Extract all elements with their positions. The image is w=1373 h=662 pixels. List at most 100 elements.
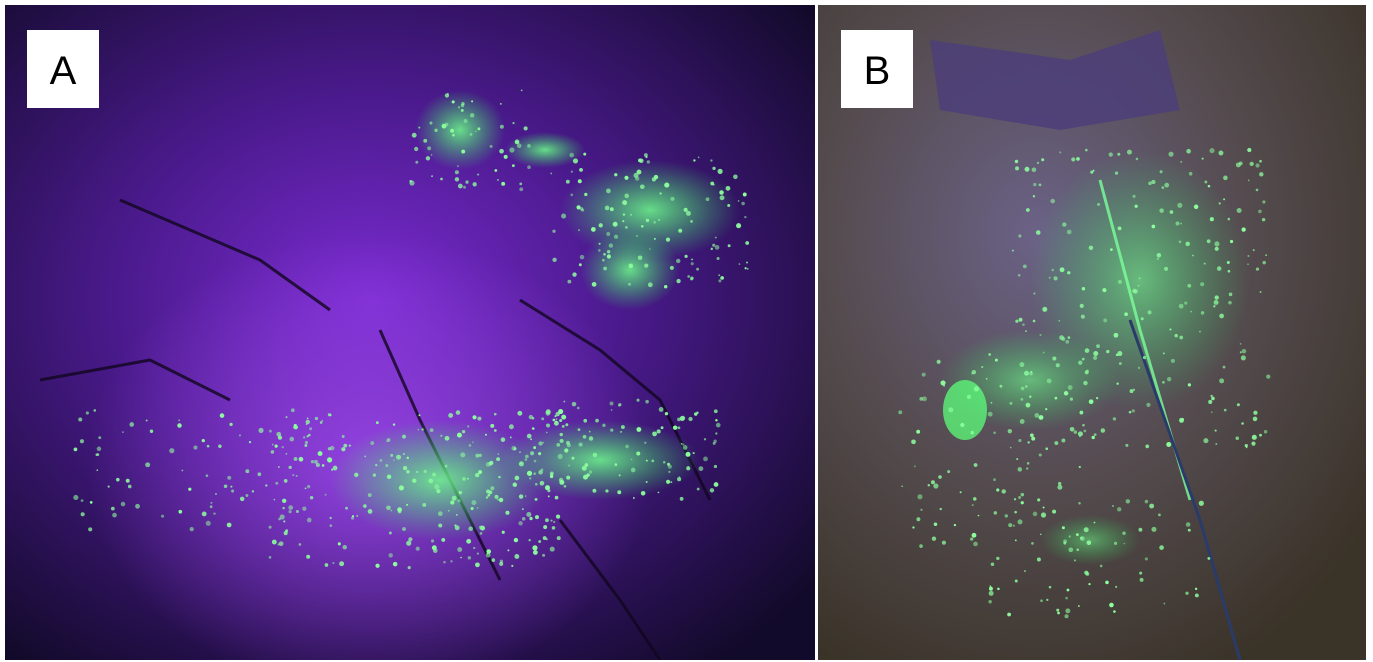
- speck: [1148, 310, 1152, 314]
- speck: [726, 186, 731, 191]
- speck: [540, 481, 545, 486]
- speck: [432, 545, 437, 550]
- speck: [527, 434, 532, 439]
- speck: [78, 418, 82, 422]
- speck: [477, 173, 479, 175]
- speck: [307, 485, 310, 488]
- speck: [517, 411, 522, 416]
- speck: [1018, 467, 1023, 472]
- speck: [553, 521, 555, 523]
- speck: [1043, 507, 1045, 509]
- speck: [937, 360, 941, 364]
- speck: [565, 423, 568, 426]
- speck: [922, 396, 927, 401]
- speck: [464, 119, 468, 123]
- speck: [310, 496, 313, 499]
- speck: [500, 125, 504, 129]
- speck: [973, 542, 978, 547]
- speck: [633, 497, 635, 499]
- speck: [1093, 356, 1097, 360]
- speck: [438, 511, 443, 516]
- speck: [1068, 336, 1071, 339]
- speck: [542, 442, 544, 444]
- speck: [486, 490, 490, 494]
- speck: [1013, 525, 1015, 527]
- fluorescence: [580, 230, 680, 310]
- speck: [720, 276, 724, 280]
- speck: [560, 439, 564, 443]
- speck: [538, 441, 542, 445]
- speck: [1033, 292, 1035, 294]
- speck: [1229, 293, 1233, 297]
- speck: [524, 126, 528, 130]
- speck: [1039, 184, 1042, 187]
- speck: [1122, 531, 1125, 534]
- speck: [526, 512, 531, 517]
- speck: [386, 440, 388, 442]
- speck: [505, 511, 509, 515]
- speck: [1062, 526, 1065, 529]
- fluorescence: [1040, 515, 1140, 565]
- speck: [1071, 157, 1075, 161]
- speck: [332, 562, 334, 564]
- speck: [1213, 305, 1215, 307]
- speck: [934, 522, 938, 526]
- speck: [1151, 180, 1155, 184]
- speck: [458, 184, 463, 189]
- speck: [1174, 334, 1178, 338]
- speck: [559, 419, 562, 422]
- speck: [989, 587, 993, 591]
- panel-label: A: [50, 49, 77, 93]
- speck: [491, 558, 495, 562]
- speck: [468, 526, 473, 531]
- speck: [1110, 248, 1113, 251]
- fluorescence: [500, 420, 700, 500]
- speck: [284, 479, 288, 483]
- speck: [1080, 304, 1084, 308]
- speck: [1214, 241, 1219, 246]
- speck: [1065, 340, 1069, 344]
- speck: [704, 438, 706, 440]
- speck: [519, 494, 523, 498]
- speck: [314, 460, 318, 464]
- speck: [489, 461, 493, 465]
- speck: [686, 466, 690, 470]
- speck: [477, 127, 480, 130]
- speck: [622, 220, 624, 222]
- speck: [614, 235, 618, 239]
- speck: [370, 441, 374, 445]
- speck: [299, 543, 302, 546]
- speck: [1241, 355, 1246, 360]
- speck: [471, 500, 476, 505]
- speck: [1112, 505, 1114, 507]
- speck: [1124, 312, 1128, 316]
- figure: A B: [0, 0, 1373, 662]
- speck: [145, 462, 150, 467]
- speck: [646, 481, 648, 483]
- speck: [592, 489, 596, 493]
- speck: [1223, 366, 1226, 369]
- speck: [1149, 504, 1154, 509]
- speck: [676, 279, 680, 283]
- speck: [718, 279, 721, 282]
- speck: [1089, 246, 1094, 251]
- speck: [1037, 557, 1041, 561]
- speck: [1052, 356, 1056, 360]
- speck: [527, 165, 531, 169]
- speck: [553, 419, 556, 422]
- speck: [460, 557, 462, 559]
- speck: [1189, 172, 1193, 176]
- speck: [328, 447, 331, 450]
- speck: [996, 557, 999, 560]
- speck: [278, 518, 281, 521]
- speck: [1187, 284, 1191, 288]
- speck: [972, 533, 977, 538]
- speck: [494, 413, 497, 416]
- speck: [480, 532, 483, 535]
- speck: [421, 428, 423, 430]
- speck: [390, 454, 393, 457]
- speck: [636, 452, 640, 456]
- speck: [1203, 438, 1208, 443]
- speck: [445, 123, 449, 127]
- speck: [477, 417, 481, 421]
